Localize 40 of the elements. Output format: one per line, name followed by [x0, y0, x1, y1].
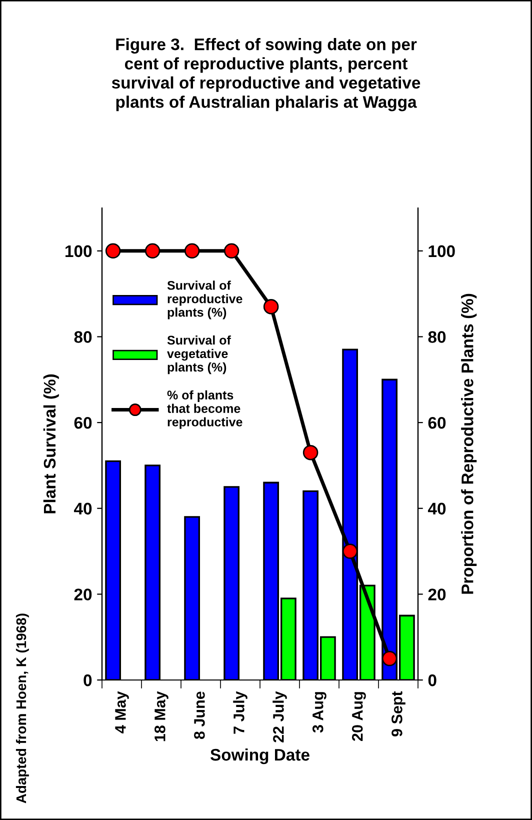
point — [342, 544, 358, 559]
y-axis-title: Plant Survival (%) — [43, 374, 59, 514]
point — [302, 444, 318, 460]
x-tick-label: 7 July — [233, 691, 248, 734]
y-tick-label: 0 — [84, 674, 92, 686]
chart-title: Figure 3. Effect of sowing date on per cent of reproductive plants, percent survival of reproductive and vegetative plants of Australian phalaris at Wagga — [112, 38, 420, 112]
text: Adapted from Hoen, K (1968) — [16, 614, 29, 804]
y2-tick-label: 40 — [428, 502, 446, 515]
y2-tick-label: 0 — [428, 674, 436, 686]
y2-tick-label: 100 — [428, 245, 455, 258]
point — [144, 243, 160, 259]
x-tick-label: 8 June — [194, 692, 205, 740]
y2-axis-title: Proportion of Reproductive Plants (%) — [461, 294, 477, 594]
legend-label: % of plants that become reproductive — [167, 390, 242, 429]
point — [224, 243, 240, 259]
point — [105, 243, 121, 259]
y-tick-label: 40 — [74, 502, 92, 515]
point — [184, 243, 200, 259]
legend-label: Survival of vegetative plants (%) — [167, 335, 231, 374]
x-tick-label: 20 Aug — [352, 692, 366, 741]
x-tick-label: 3 Aug — [312, 692, 326, 733]
x-tick-label: 9 Sept — [392, 691, 406, 736]
point — [382, 650, 398, 666]
y-tick-label: 60 — [74, 416, 92, 429]
y2-tick-label: 80 — [428, 331, 446, 343]
y2-tick-label: 20 — [428, 588, 446, 600]
bar — [144, 464, 161, 680]
point — [263, 299, 279, 314]
bar — [105, 460, 122, 680]
legend-label: Survival of reproductive plants (%) — [167, 280, 242, 320]
y-tick-label: 100 — [66, 245, 92, 258]
x-axis-title: Sowing Date — [210, 748, 310, 764]
x-tick-label: 22 July — [272, 691, 287, 742]
bar — [224, 486, 240, 680]
y-tick-label: 80 — [74, 331, 92, 343]
x-tick-label: 4 May — [115, 691, 129, 734]
bar — [184, 516, 200, 680]
x-tick-label: 18 May — [154, 691, 168, 742]
y-tick-label: 20 — [74, 588, 92, 600]
y2-tick-label: 60 — [428, 416, 446, 429]
